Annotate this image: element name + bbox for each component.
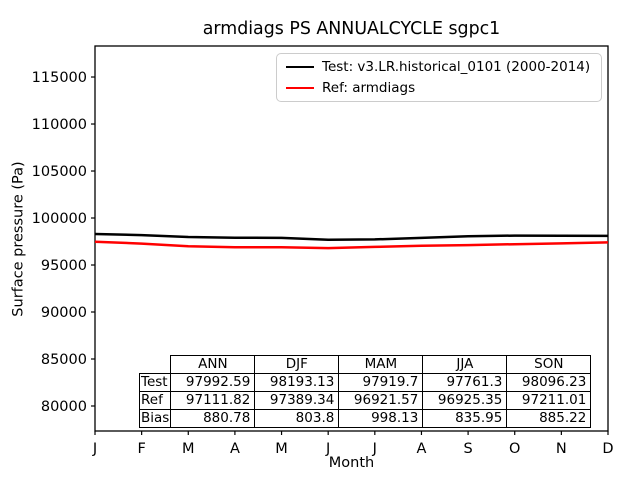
- stats-cell: 96921.57: [338, 391, 424, 410]
- stats-cell: 97111.82: [170, 391, 256, 410]
- stats-cell: 885.22: [506, 409, 592, 428]
- y-tick-label: 105000: [32, 164, 87, 180]
- legend-label-ref: Ref: armdiags: [322, 79, 416, 96]
- stats-row-label: Bias: [138, 409, 172, 428]
- x-tick-label: S: [463, 441, 472, 457]
- x-tick-label: D: [602, 441, 613, 457]
- stats-row-ref: Ref 97111.82 97389.34 96921.57 96925.35 …: [138, 391, 592, 410]
- y-tick-label: 95000: [41, 258, 87, 274]
- stats-row-label: Test: [138, 373, 172, 392]
- y-axis-label-wrap: Surface pressure (Pa): [4, 46, 34, 431]
- x-tick-label: A: [416, 441, 426, 457]
- stats-cell: 96925.35: [422, 391, 508, 410]
- stats-cell: 835.95: [422, 409, 508, 428]
- stats-cell: 880.78: [170, 409, 256, 428]
- stats-cell: 803.8: [254, 409, 340, 428]
- x-axis-label: Month: [328, 455, 375, 471]
- stats-cell: 97919.7: [338, 373, 424, 392]
- stats-cell: 98096.23: [506, 373, 592, 392]
- stats-header-row: ANN DJF MAM JJA SON: [140, 355, 592, 374]
- y-tick-label: 80000: [41, 399, 87, 415]
- stats-cell: 98193.13: [254, 373, 340, 392]
- stats-col-header: MAM: [338, 355, 424, 374]
- x-tick-label: M: [182, 441, 195, 457]
- stats-table: ANN DJF MAM JJA SON Test 97992.59 98193.…: [138, 355, 592, 428]
- x-tick-label: M: [275, 441, 288, 457]
- x-tick-label: J: [92, 441, 97, 457]
- y-axis-label: Surface pressure (Pa): [11, 160, 28, 317]
- ref-series-line: [94, 240, 609, 250]
- x-tick-label: F: [137, 441, 145, 457]
- stats-col-header: SON: [506, 355, 592, 374]
- stats-cell: 97389.34: [254, 391, 340, 410]
- ref-line-swatch: [286, 86, 314, 89]
- stats-col-header: JJA: [422, 355, 508, 374]
- chart-title: armdiags PS ANNUALCYCLE sgpc1: [202, 19, 501, 39]
- x-tick-label: N: [556, 441, 567, 457]
- stats-row-bias: Bias 880.78 803.8 998.13 835.95 885.22: [138, 409, 592, 428]
- legend-item-test: Test: v3.LR.historical_0101 (2000-2014): [286, 57, 593, 78]
- x-tick-label: J: [372, 441, 377, 457]
- stats-row-label: Ref: [138, 391, 172, 410]
- legend: Test: v3.LR.historical_0101 (2000-2014) …: [276, 53, 602, 102]
- stats-cell: 97761.3: [422, 373, 508, 392]
- legend-item-ref: Ref: armdiags: [286, 78, 593, 99]
- x-tick-label: A: [230, 441, 240, 457]
- legend-label-test: Test: v3.LR.historical_0101 (2000-2014): [322, 59, 591, 76]
- stats-cell: 97211.01: [506, 391, 592, 410]
- test-series-line: [94, 232, 609, 242]
- stats-corner-cell: [140, 356, 171, 374]
- y-tick-label: 115000: [32, 70, 87, 86]
- stats-cell: 97992.59: [170, 373, 256, 392]
- axes-frame: [94, 45, 609, 432]
- x-tick-label: O: [509, 441, 520, 457]
- y-tick-label: 100000: [32, 211, 87, 227]
- stats-col-header: ANN: [170, 355, 256, 374]
- y-tick-label: 85000: [41, 352, 87, 368]
- stats-col-header: DJF: [254, 355, 340, 374]
- y-tick-label: 90000: [41, 305, 87, 321]
- stats-row-test: Test 97992.59 98193.13 97919.7 97761.3 9…: [138, 373, 592, 392]
- test-line-swatch: [286, 66, 314, 69]
- x-tick-label: J: [325, 441, 330, 457]
- stats-cell: 998.13: [338, 409, 424, 428]
- y-tick-label: 110000: [32, 117, 87, 133]
